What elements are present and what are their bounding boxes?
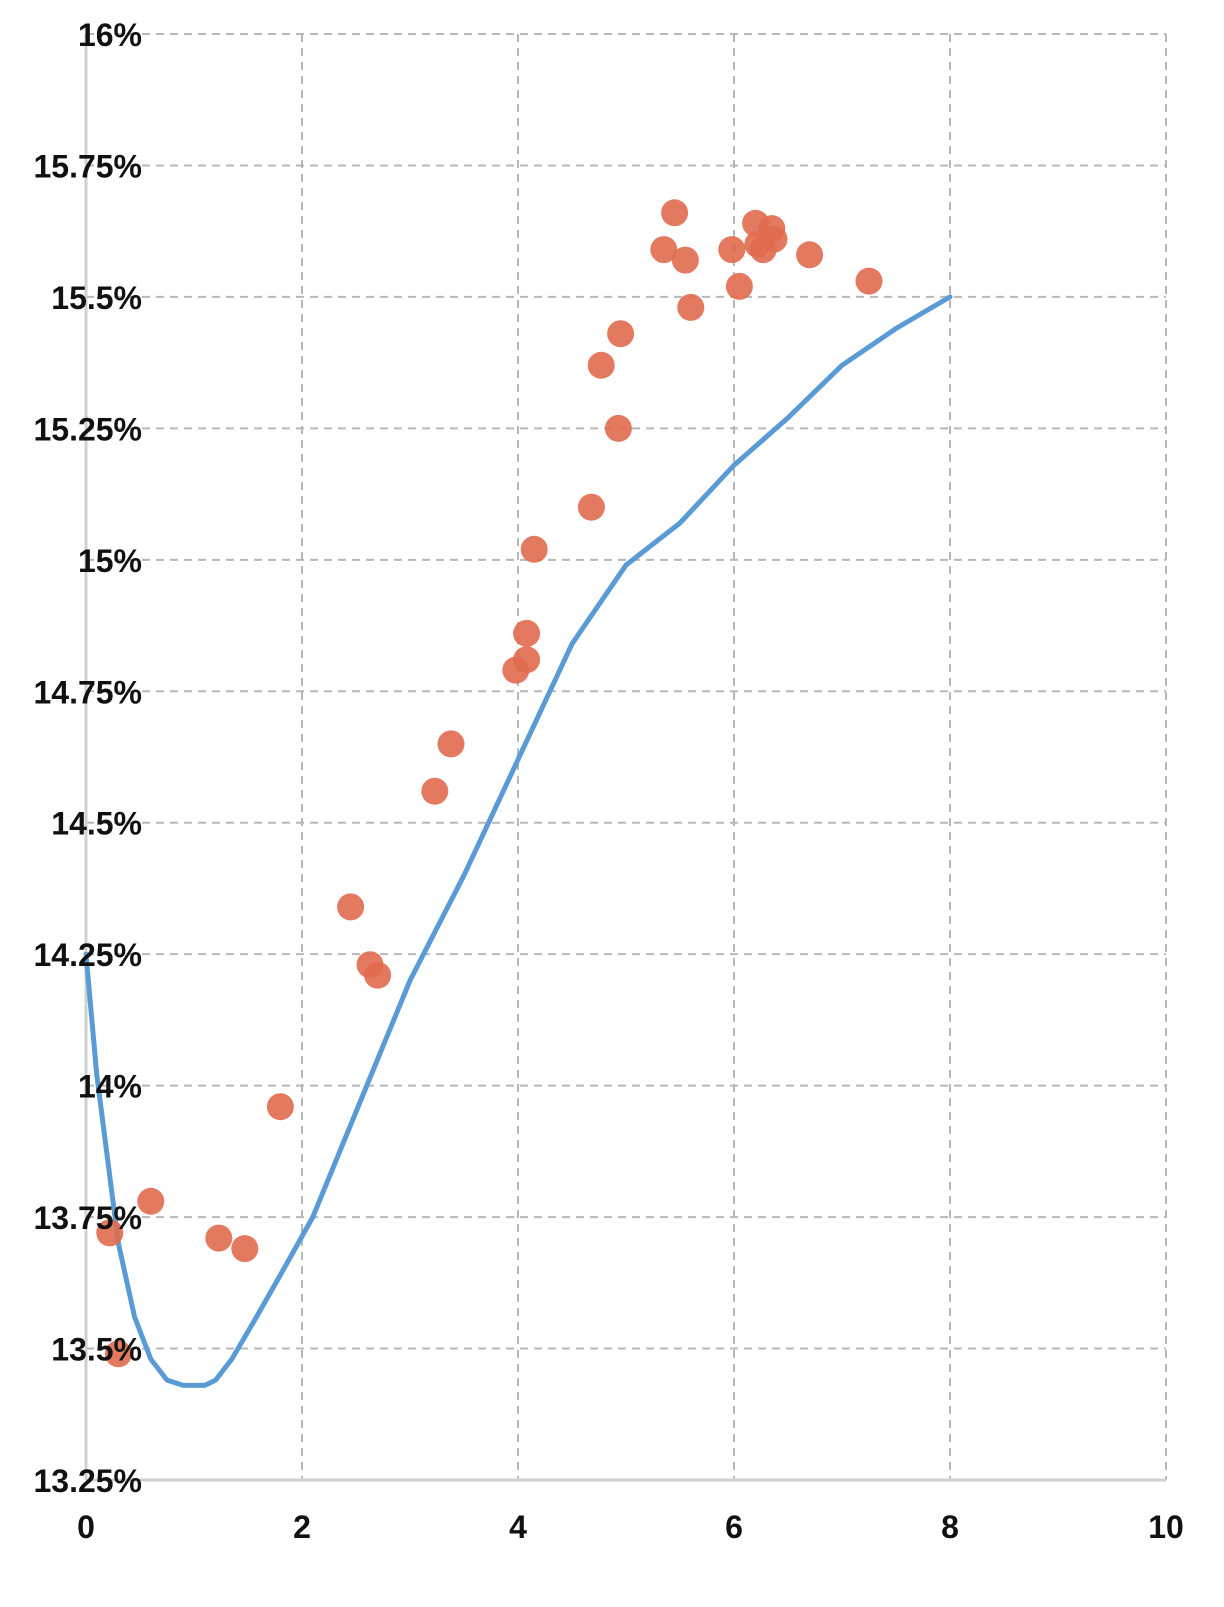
x-tick-label: 2: [293, 1509, 311, 1545]
x-tick-label: 4: [509, 1509, 527, 1545]
y-tick-label: 14.75%: [33, 674, 142, 710]
y-tick-label: 14.25%: [33, 937, 142, 973]
scatter-point: [437, 730, 465, 758]
scatter-point: [205, 1224, 233, 1252]
scatter-point: [513, 646, 541, 674]
scatter-point: [231, 1235, 259, 1263]
scatter-points-layer: [96, 199, 883, 1368]
y-tick-label: 15.5%: [51, 280, 142, 316]
scatter-point: [760, 225, 788, 253]
scatter-point: [364, 961, 392, 989]
scatter-point: [677, 293, 705, 321]
scatter-point: [577, 493, 605, 521]
y-tick-label: 14.5%: [51, 806, 142, 842]
y-tick-label: 13.5%: [51, 1332, 142, 1368]
scatter-point: [266, 1093, 294, 1121]
scatter-point: [137, 1187, 165, 1215]
grid: [86, 33, 1167, 1480]
y-tick-label: 15%: [78, 543, 142, 579]
y-tick-label: 14%: [78, 1069, 142, 1105]
scatter-point: [513, 619, 541, 647]
y-tick-label: 15.25%: [33, 411, 142, 447]
scatter-point: [718, 236, 746, 264]
scatter-point: [96, 1219, 124, 1247]
scatter-point: [671, 246, 699, 274]
scatter-point: [587, 351, 615, 379]
trend-line-layer: [83, 294, 953, 1388]
scatter-point: [855, 267, 883, 295]
scatter-point: [796, 241, 824, 269]
scatter-point: [604, 414, 632, 442]
scatter-point: [337, 893, 365, 921]
trend-line: [83, 294, 953, 1388]
x-axis-tick-labels: 0 2 4 6 8 10: [77, 1509, 1184, 1545]
y-tick-label: 16%: [78, 17, 142, 53]
x-tick-label: 8: [941, 1509, 959, 1545]
x-tick-label: 6: [725, 1509, 743, 1545]
x-tick-label: 0: [77, 1509, 95, 1545]
scatter-point: [520, 535, 548, 563]
scatter-point: [104, 1340, 132, 1368]
y-tick-label: 13.75%: [33, 1200, 142, 1236]
y-axis-tick-labels: 13.25% 13.5% 13.75% 14% 14.25% 14.5% 14.75% 15%…: [33, 17, 142, 1499]
x-tick-label: 10: [1148, 1509, 1184, 1545]
scatter-point: [650, 236, 678, 264]
scatter-point: [607, 320, 635, 348]
scatter-point: [421, 777, 449, 805]
y-tick-label: 15.75%: [33, 148, 142, 184]
axes: [84, 34, 1166, 1482]
scatter-point: [725, 272, 753, 300]
y-tick-label: 13.25%: [33, 1463, 142, 1499]
scatter-point: [661, 199, 689, 227]
